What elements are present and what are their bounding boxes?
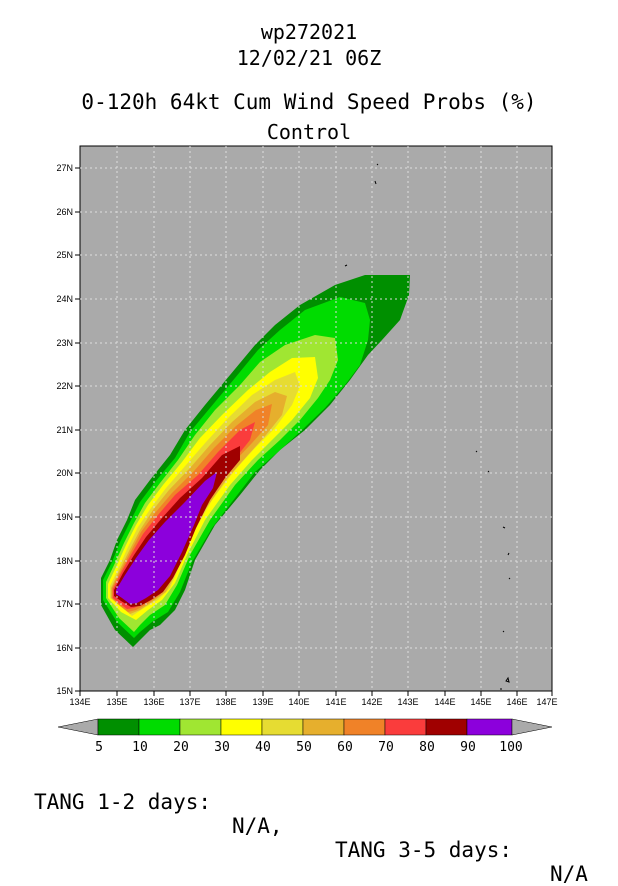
colorbar-label: 20 xyxy=(173,740,189,755)
colorbar-label: 30 xyxy=(214,740,230,755)
lon-label: 134E xyxy=(69,697,90,707)
colorbar-swatch xyxy=(425,718,468,736)
colorbar-label: 60 xyxy=(337,740,353,755)
colorbar-swatch xyxy=(261,718,304,736)
lat-label: 24N xyxy=(56,294,73,304)
colorbar-label: 40 xyxy=(255,740,271,755)
lat-label: 25N xyxy=(56,250,73,260)
tang-35-label: TANG 3-5 days: xyxy=(335,838,513,862)
colorbar-label: 70 xyxy=(378,740,394,755)
lat-label: 18N xyxy=(56,556,73,566)
colorbar-label: 10 xyxy=(132,740,148,755)
colorbar-label: 100 xyxy=(499,740,522,755)
contour-90 xyxy=(116,472,217,604)
colorbar-label: 80 xyxy=(419,740,435,755)
lon-label: 136E xyxy=(143,697,164,707)
colorbar xyxy=(57,718,553,736)
colorbar-high-arrow xyxy=(511,718,553,736)
lon-label: 135E xyxy=(106,697,127,707)
product-title: 0-120h 64kt Cum Wind Speed Probs (%) xyxy=(81,90,537,114)
colorbar-label: 5 xyxy=(95,740,103,755)
lat-label: 16N xyxy=(56,643,73,653)
lon-label: 142E xyxy=(361,697,382,707)
lat-label: 21N xyxy=(56,425,73,435)
lat-label: 19N xyxy=(56,512,73,522)
tang-12-value: N/A, xyxy=(232,814,283,838)
colorbar-swatch xyxy=(138,718,181,736)
lon-label: 139E xyxy=(252,697,273,707)
lon-label: 137E xyxy=(179,697,200,707)
colorbar-label: 90 xyxy=(460,740,476,755)
colorbar-swatch xyxy=(466,718,513,736)
tang-35-value: N/A xyxy=(550,862,588,886)
colorbar-swatch xyxy=(302,718,345,736)
valid-time: 12/02/21 06Z xyxy=(236,46,382,70)
colorbar-swatch xyxy=(179,718,222,736)
lat-label: 17N xyxy=(56,599,73,609)
product-subtitle: Control xyxy=(266,120,352,144)
colorbar-swatch xyxy=(220,718,263,736)
tang-footer: TANG 1-2 days: N/A, TANG 3-5 days: N/A xyxy=(0,766,618,886)
storm-id: wp272021 xyxy=(260,20,358,44)
axis-ticks xyxy=(75,167,553,696)
lon-label: 141E xyxy=(325,697,346,707)
colorbar-label: 50 xyxy=(296,740,312,755)
colorbar-swatch xyxy=(343,718,386,736)
lon-label: 145E xyxy=(470,697,491,707)
lon-label: 144E xyxy=(434,697,455,707)
colorbar-swatch xyxy=(384,718,427,736)
lat-label: 27N xyxy=(56,163,73,173)
islands xyxy=(344,163,511,690)
lon-label: 147E xyxy=(536,697,557,707)
lat-labels: 15N 16N 17N 18N 19N 20N 21N 22N 23N 24N … xyxy=(56,163,73,696)
tang-12-label: TANG 1-2 days: xyxy=(34,790,212,814)
probability-contours xyxy=(101,275,410,647)
lat-label: 26N xyxy=(56,207,73,217)
lat-lon-grid xyxy=(80,146,552,691)
colorbar-low-arrow xyxy=(57,718,99,736)
colorbar-swatch xyxy=(97,718,140,736)
lon-label: 143E xyxy=(397,697,418,707)
lon-label: 140E xyxy=(288,697,309,707)
lat-label: 23N xyxy=(56,338,73,348)
lat-label: 20N xyxy=(56,468,73,478)
lon-label: 138E xyxy=(215,697,236,707)
lon-labels: 134E 135E 136E 137E 138E 139E 140E 141E … xyxy=(69,697,557,707)
probability-map: 15N 16N 17N 18N 19N 20N 21N 22N 23N 24N … xyxy=(56,145,558,755)
lat-label: 22N xyxy=(56,381,73,391)
lon-label: 146E xyxy=(506,697,527,707)
lat-label: 15N xyxy=(56,686,73,696)
colorbar-labels: 5 10 20 30 40 50 60 70 80 90 100 xyxy=(95,740,523,755)
